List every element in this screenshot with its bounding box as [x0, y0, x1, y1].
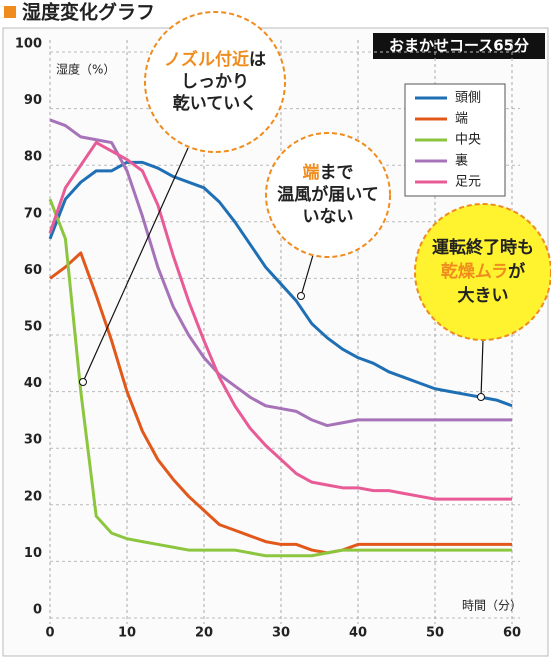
callout-segment: 温風が届いて [277, 184, 379, 205]
callout-text: 乾いていく [173, 93, 258, 114]
callout-segment: は [249, 50, 266, 70]
callout-segment: 乾いていく [173, 93, 258, 114]
y-tick-label: 20 [24, 489, 42, 504]
x-tick-label: 50 [426, 626, 444, 641]
callout-text: 乾燥ムラが [441, 261, 525, 282]
y-tick-label: 100 [15, 37, 42, 52]
callout-segment: まで [320, 163, 354, 183]
callout-text: ノズル付近は [164, 49, 266, 70]
callout-text: いない [303, 207, 354, 227]
callout-segment: 端 [303, 162, 320, 183]
pointer-dot [298, 293, 305, 300]
callout-segment: しっかり [181, 72, 249, 92]
callout-segment: 運転終了時も [432, 237, 534, 258]
callout-text: 大きい [458, 285, 509, 306]
legend-label: 足元 [455, 175, 481, 190]
legend-label: 裏 [455, 154, 468, 169]
y-tick-label: 0 [33, 603, 42, 618]
callout-text: 温風が届いて [277, 184, 379, 205]
title-marker [4, 6, 16, 18]
pointer-dot [478, 394, 485, 401]
y-tick-label: 60 [24, 263, 42, 278]
y-tick-label: 80 [24, 150, 42, 165]
y-tick-label: 70 [24, 206, 42, 221]
x-tick-label: 10 [118, 626, 136, 641]
legend-label: 中央 [455, 133, 481, 148]
x-tick-label: 20 [195, 626, 213, 641]
callout-segment: が [508, 261, 525, 282]
chart-title: 湿度変化グラフ [22, 1, 155, 24]
pointer-dot [80, 379, 87, 386]
legend-label: 頭側 [455, 91, 481, 106]
y-tick-label: 30 [24, 433, 42, 448]
callout-segment: ノズル付近 [164, 49, 249, 70]
callout-text: 運転終了時も [432, 237, 534, 258]
x-tick-label: 0 [45, 626, 54, 641]
y-tick-label: 10 [24, 546, 42, 561]
x-tick-label: 40 [349, 626, 367, 641]
y-axis-label: 湿度（%） [56, 62, 115, 77]
callout-text: しっかり [181, 72, 249, 92]
callout-segment: 大きい [458, 285, 509, 306]
x-axis-label: 時間（分） [462, 599, 522, 613]
y-tick-label: 40 [24, 376, 42, 391]
callout-segment: いない [303, 207, 354, 227]
legend-label: 端 [455, 112, 468, 127]
callout-segment: 乾燥ムラ [441, 261, 508, 282]
y-tick-label: 90 [24, 93, 42, 108]
x-tick-label: 30 [272, 626, 290, 641]
x-tick-label: 60 [503, 626, 521, 641]
callout-text: 端まで [303, 162, 354, 183]
y-tick-label: 50 [24, 320, 42, 335]
